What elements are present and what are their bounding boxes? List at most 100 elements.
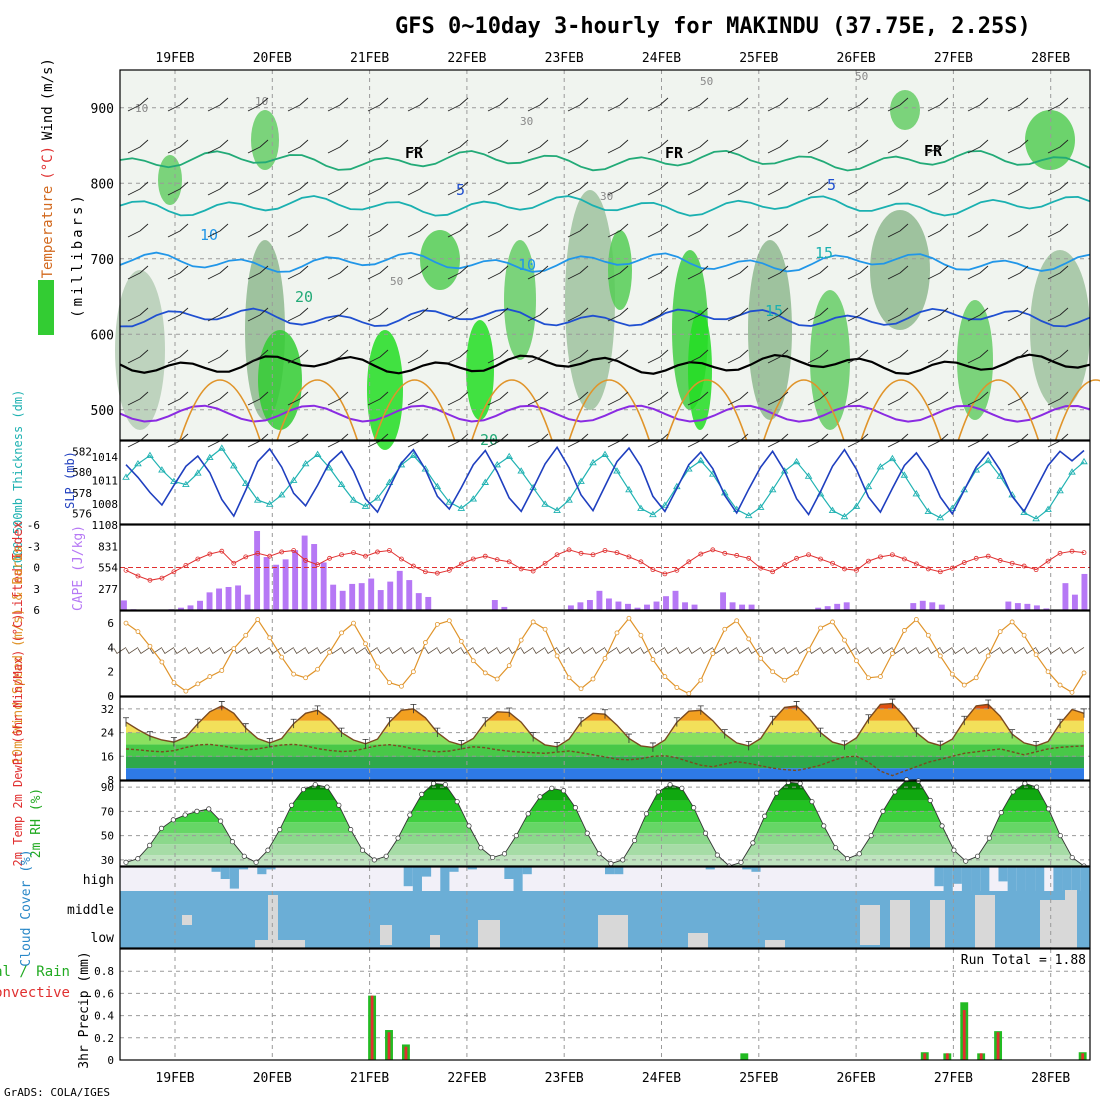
cloud-panel: high middle low Cloud Cover (%): [19, 849, 1091, 967]
rh-tick: 90: [101, 781, 114, 794]
wind-barb: [767, 307, 789, 322]
wind-barb: [447, 97, 469, 112]
cape-tick: 1108: [92, 519, 119, 532]
wind-barb: [796, 647, 809, 654]
li-point: [530, 568, 536, 574]
wind-barb: [167, 391, 189, 406]
panel-frame: [119, 440, 1091, 525]
cape-bar: [358, 583, 365, 610]
wind-barb: [407, 97, 429, 112]
wind-barb: [113, 647, 127, 654]
wind-barb: [407, 349, 429, 364]
minmax-whisker: [745, 741, 752, 751]
wind-speed-point: [913, 617, 919, 622]
panel-frame: [119, 866, 1091, 949]
wind-speed-point: [327, 649, 332, 655]
wind-speed-point: [590, 676, 596, 682]
wind-barb: [327, 349, 349, 364]
li-point: [973, 555, 979, 561]
li-point: [698, 551, 704, 557]
rh-point: [241, 853, 247, 859]
wind-barb: [847, 349, 869, 364]
rh-point: [998, 810, 1004, 816]
precip-panel: 0.8 0.6 0.4 0.2 0 Run Total = 1.88 3hr Precip …: [0, 948, 1091, 1069]
wind-barb: [287, 349, 309, 364]
wind-speed-point: [806, 647, 811, 653]
wind-ylabel: 10m Wind Speed (m/s) & Barbs: [11, 545, 26, 764]
wind-barb: [967, 139, 989, 154]
li-point: [554, 552, 560, 558]
wind-barb: [247, 349, 269, 364]
wind-barb: [207, 391, 229, 406]
wind-barb: [305, 647, 318, 654]
li-point: [1033, 567, 1039, 573]
isotherm-line: [665, 379, 748, 441]
isotherm-line: [471, 379, 553, 441]
wind-barb: [727, 265, 749, 280]
convective-bar: [1081, 1053, 1085, 1060]
li-point: [602, 548, 608, 553]
rh-point: [430, 780, 437, 786]
thickness-point: [553, 506, 561, 513]
wind-barb: [647, 181, 669, 196]
wind-speed-point: [830, 619, 835, 625]
high-cloud-bar: [266, 867, 276, 870]
cape-bar: [425, 596, 432, 610]
rh-point: [679, 785, 685, 791]
wind-barb: [527, 265, 549, 280]
high-cloud-bar: [229, 867, 239, 889]
isotherm-line: [1054, 379, 1100, 441]
rh-point: [407, 812, 413, 818]
wind-barb: [767, 139, 789, 154]
wind-barb: [592, 647, 606, 654]
high-cloud-bar: [1007, 867, 1017, 891]
minmax-whisker: [554, 741, 561, 752]
wind-speed-point: [782, 677, 788, 683]
rain-bar: [740, 1053, 749, 1060]
cape-bar: [586, 600, 593, 610]
li-point: [1045, 558, 1051, 564]
wind-barb: [197, 647, 211, 654]
li-point: [937, 569, 943, 575]
cloud-ylabel: Cloud Cover (%): [19, 849, 34, 966]
thickness-point: [170, 477, 178, 484]
level-tick: 700: [91, 253, 114, 268]
thickness-point: [241, 479, 250, 486]
thickness-point: [1080, 457, 1088, 465]
cape-bar: [606, 598, 612, 610]
upper-air-panel: 500 600 700 800 900 10 30 50 50 50 30 10 FR FR FR 5 5 10 1…: [38, 58, 1100, 450]
wind-speed-point: [890, 651, 895, 656]
thickness-point: [433, 482, 442, 490]
wind-barb: [567, 223, 589, 238]
wind-speed-point: [566, 675, 572, 681]
wind-barb: [127, 181, 149, 196]
li-point: [878, 554, 883, 560]
wind-barb: [1047, 647, 1061, 654]
wind-barb: [1007, 349, 1029, 364]
rh-point: [454, 799, 460, 805]
li-point: [339, 552, 344, 558]
clear-patch: [430, 935, 440, 948]
li-point: [231, 560, 237, 566]
contour-label: 10: [518, 256, 536, 274]
rh-point: [442, 782, 448, 788]
cape-bar: [415, 593, 422, 610]
wind-barb: [436, 647, 450, 654]
li-point: [782, 562, 788, 568]
li-point: [578, 550, 584, 556]
wind-tick: 0: [107, 690, 114, 703]
thickness-point: [1020, 508, 1028, 516]
wind-barb: [951, 647, 965, 654]
wind-speed-point: [937, 653, 943, 659]
wind-barb: [527, 223, 549, 238]
date-label: 28FEB: [1031, 51, 1070, 66]
wind-barb: [688, 647, 702, 654]
high-cloud-bar: [238, 867, 249, 870]
li-point: [949, 565, 955, 571]
li-point: [1081, 550, 1087, 556]
wind-speed-point: [794, 670, 799, 676]
high-cloud-bar: [943, 867, 953, 891]
high-cloud-bar: [742, 867, 752, 870]
rh-point: [194, 808, 200, 814]
